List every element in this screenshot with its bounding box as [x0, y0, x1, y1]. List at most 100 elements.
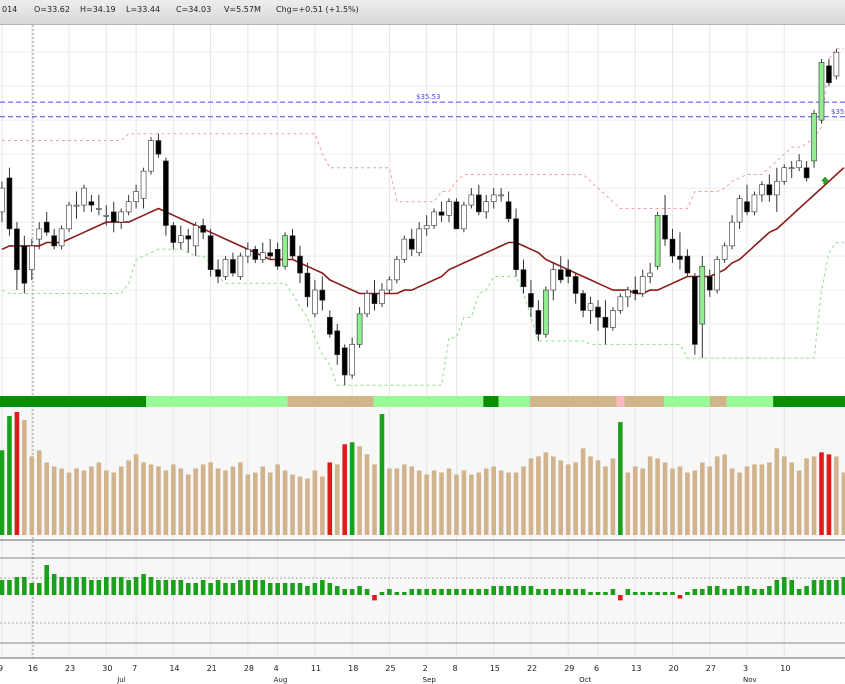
candle[interactable]	[125, 201, 132, 213]
candle[interactable]	[401, 238, 408, 260]
candle[interactable]	[349, 344, 355, 376]
candle[interactable]	[28, 245, 35, 270]
candle[interactable]	[6, 177, 13, 230]
candle[interactable]	[654, 214, 661, 267]
candle[interactable]	[617, 296, 624, 311]
candle[interactable]	[729, 221, 735, 247]
candle[interactable]	[468, 194, 475, 206]
candle[interactable]	[356, 313, 363, 345]
candle[interactable]	[118, 211, 124, 223]
candle[interactable]	[155, 140, 162, 155]
candle[interactable]	[587, 303, 594, 311]
candle[interactable]	[297, 255, 303, 274]
candle[interactable]	[714, 259, 721, 291]
candle[interactable]	[282, 235, 288, 267]
candle[interactable]	[759, 184, 765, 196]
candle[interactable]	[788, 167, 795, 170]
candle[interactable]	[259, 252, 266, 260]
candle[interactable]	[461, 204, 467, 230]
candle[interactable]	[796, 160, 802, 169]
candle[interactable]	[326, 316, 333, 335]
candle[interactable]	[550, 269, 557, 291]
candle[interactable]	[453, 201, 460, 230]
candle[interactable]	[170, 225, 177, 243]
candle[interactable]	[252, 248, 259, 260]
candle[interactable]	[647, 272, 653, 277]
candle[interactable]	[699, 265, 706, 325]
candle[interactable]	[721, 245, 728, 260]
candle[interactable]	[535, 310, 542, 335]
candle[interactable]	[312, 289, 318, 315]
candle[interactable]	[602, 316, 609, 328]
candle[interactable]	[423, 225, 430, 230]
candle[interactable]	[394, 259, 400, 281]
candle[interactable]	[140, 170, 147, 199]
candle[interactable]	[237, 255, 244, 277]
candle[interactable]	[557, 269, 564, 281]
candle[interactable]	[289, 235, 296, 257]
candle[interactable]	[624, 289, 631, 298]
candle[interactable]	[58, 228, 65, 247]
candle[interactable]	[416, 228, 423, 253]
stock-chart[interactable]: $35.53$35. 91623307142128411182528152229…	[0, 25, 845, 684]
candle[interactable]	[498, 194, 504, 197]
candle[interactable]	[505, 201, 512, 219]
candle[interactable]	[334, 330, 341, 355]
candle[interactable]	[222, 259, 229, 277]
candle[interactable]	[215, 269, 221, 277]
candle[interactable]	[580, 293, 586, 311]
candle[interactable]	[81, 187, 87, 206]
candle[interactable]	[446, 201, 452, 216]
candle[interactable]	[632, 289, 639, 294]
candle[interactable]	[185, 235, 192, 240]
candle[interactable]	[386, 279, 393, 291]
candle[interactable]	[73, 204, 80, 207]
candle[interactable]	[36, 228, 43, 240]
candle[interactable]	[431, 211, 437, 226]
candle[interactable]	[572, 276, 579, 294]
candle[interactable]	[684, 255, 691, 274]
candle[interactable]	[379, 289, 385, 304]
candle[interactable]	[736, 198, 743, 223]
candle[interactable]	[662, 214, 668, 240]
candle[interactable]	[818, 62, 825, 121]
candle[interactable]	[811, 113, 817, 162]
candle[interactable]	[751, 194, 758, 213]
candle[interactable]	[513, 218, 519, 270]
candle[interactable]	[438, 211, 445, 216]
candle[interactable]	[639, 276, 646, 294]
candle[interactable]	[274, 248, 281, 267]
candle[interactable]	[148, 140, 154, 172]
candle[interactable]	[408, 238, 415, 250]
candle[interactable]	[230, 259, 236, 274]
candle[interactable]	[520, 269, 527, 287]
candle[interactable]	[744, 201, 750, 213]
candle[interactable]	[803, 167, 810, 179]
candle[interactable]	[773, 181, 780, 196]
candle[interactable]	[200, 225, 206, 233]
candle[interactable]	[163, 160, 169, 226]
candle[interactable]	[706, 276, 713, 291]
candle[interactable]	[677, 255, 683, 260]
candle[interactable]	[14, 228, 20, 270]
candle[interactable]	[103, 214, 110, 217]
candle[interactable]	[341, 347, 348, 376]
candle[interactable]	[178, 235, 184, 243]
candle[interactable]	[543, 289, 549, 335]
candle[interactable]	[781, 167, 788, 182]
candle[interactable]	[192, 225, 199, 247]
candle[interactable]	[595, 306, 601, 318]
candle[interactable]	[364, 293, 370, 315]
candle[interactable]	[304, 272, 311, 298]
candle[interactable]	[51, 235, 57, 247]
candle[interactable]	[88, 201, 95, 206]
candle[interactable]	[371, 293, 378, 304]
candle[interactable]	[483, 201, 490, 213]
candle[interactable]	[96, 208, 102, 210]
candle[interactable]	[610, 310, 616, 328]
candle[interactable]	[669, 238, 676, 257]
candle[interactable]	[475, 194, 482, 213]
candle[interactable]	[528, 293, 534, 308]
candle[interactable]	[245, 248, 251, 257]
candle[interactable]	[826, 65, 832, 84]
